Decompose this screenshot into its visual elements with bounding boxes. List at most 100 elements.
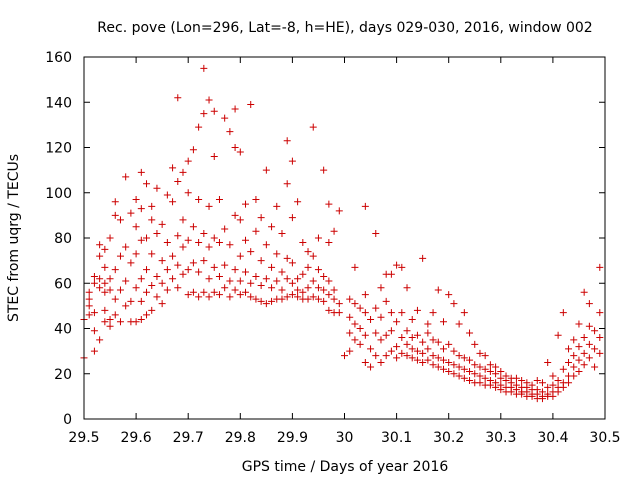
data-point	[299, 239, 307, 247]
data-points	[80, 64, 604, 403]
data-point	[439, 356, 447, 364]
data-point	[252, 196, 260, 204]
data-point	[288, 279, 296, 287]
data-point	[111, 266, 119, 274]
data-point	[90, 279, 98, 287]
data-point	[361, 331, 369, 339]
data-point	[283, 293, 291, 301]
data-point	[106, 234, 114, 242]
data-point	[163, 286, 171, 294]
data-point	[184, 189, 192, 197]
data-point	[158, 279, 166, 287]
x-tick-label: 30.1	[381, 430, 412, 446]
data-point	[153, 272, 161, 280]
data-point	[242, 288, 250, 296]
data-point	[304, 263, 312, 271]
data-point	[143, 234, 151, 242]
data-point	[304, 284, 312, 292]
data-point	[408, 334, 416, 342]
data-point	[283, 137, 291, 145]
data-point	[387, 347, 395, 355]
data-point	[325, 239, 333, 247]
data-point	[497, 381, 505, 389]
data-point	[116, 252, 124, 260]
data-point	[434, 338, 442, 346]
data-point	[372, 304, 380, 312]
data-point	[122, 277, 130, 285]
data-point	[189, 288, 197, 296]
data-point	[377, 284, 385, 292]
data-point	[96, 284, 104, 292]
data-point	[372, 229, 380, 237]
data-point	[382, 297, 390, 305]
data-point	[450, 347, 458, 355]
data-point	[247, 101, 255, 109]
data-point	[466, 329, 474, 337]
data-point	[242, 236, 250, 244]
data-point	[429, 309, 437, 317]
data-point	[565, 358, 573, 366]
data-point	[309, 293, 317, 301]
data-point	[205, 275, 213, 283]
data-point	[367, 315, 375, 323]
data-point	[455, 320, 463, 328]
data-point	[486, 361, 494, 369]
data-point	[205, 96, 213, 104]
data-point	[247, 279, 255, 287]
data-point	[288, 291, 296, 299]
data-point	[257, 282, 265, 290]
data-point	[205, 243, 213, 251]
data-point	[90, 272, 98, 280]
data-point	[221, 225, 229, 233]
data-point	[351, 300, 359, 308]
data-point	[96, 336, 104, 344]
data-point	[90, 347, 98, 355]
data-point	[268, 223, 276, 231]
data-point	[403, 284, 411, 292]
data-point	[231, 266, 239, 274]
data-point	[361, 291, 369, 299]
data-point	[132, 223, 140, 231]
data-point	[189, 259, 197, 267]
data-point	[377, 313, 385, 321]
data-point	[111, 295, 119, 303]
data-point	[549, 381, 557, 389]
data-point	[565, 379, 573, 387]
data-point	[492, 363, 500, 371]
y-tick-label: 60	[54, 276, 72, 292]
data-point	[476, 379, 484, 387]
data-point	[96, 275, 104, 283]
data-point	[314, 284, 322, 292]
data-point	[231, 211, 239, 219]
data-point	[210, 288, 218, 296]
data-point	[330, 227, 338, 235]
data-point	[450, 370, 458, 378]
data-point	[143, 288, 151, 296]
data-point	[153, 293, 161, 301]
data-point	[148, 282, 156, 290]
data-point	[471, 340, 479, 348]
data-point	[424, 345, 432, 353]
data-point	[221, 284, 229, 292]
data-point	[210, 153, 218, 161]
data-point	[221, 261, 229, 269]
data-point	[325, 291, 333, 299]
data-point	[320, 166, 328, 174]
data-point	[393, 354, 401, 362]
data-point	[85, 295, 93, 303]
data-point	[439, 345, 447, 353]
y-tick-label: 20	[54, 367, 72, 383]
data-point	[434, 363, 442, 371]
data-point	[413, 347, 421, 355]
data-point	[137, 297, 145, 305]
axis-tick-labels: 29.5 29.6 29.7 29.8 29.9 30 30.1 30.2 30.3 30.4 30…	[45, 50, 620, 446]
data-point	[330, 286, 338, 294]
data-point	[393, 343, 401, 351]
data-point	[158, 220, 166, 228]
data-point	[580, 349, 588, 357]
data-point	[153, 184, 161, 192]
data-point	[570, 363, 578, 371]
data-point	[544, 383, 552, 391]
data-point	[596, 263, 604, 271]
